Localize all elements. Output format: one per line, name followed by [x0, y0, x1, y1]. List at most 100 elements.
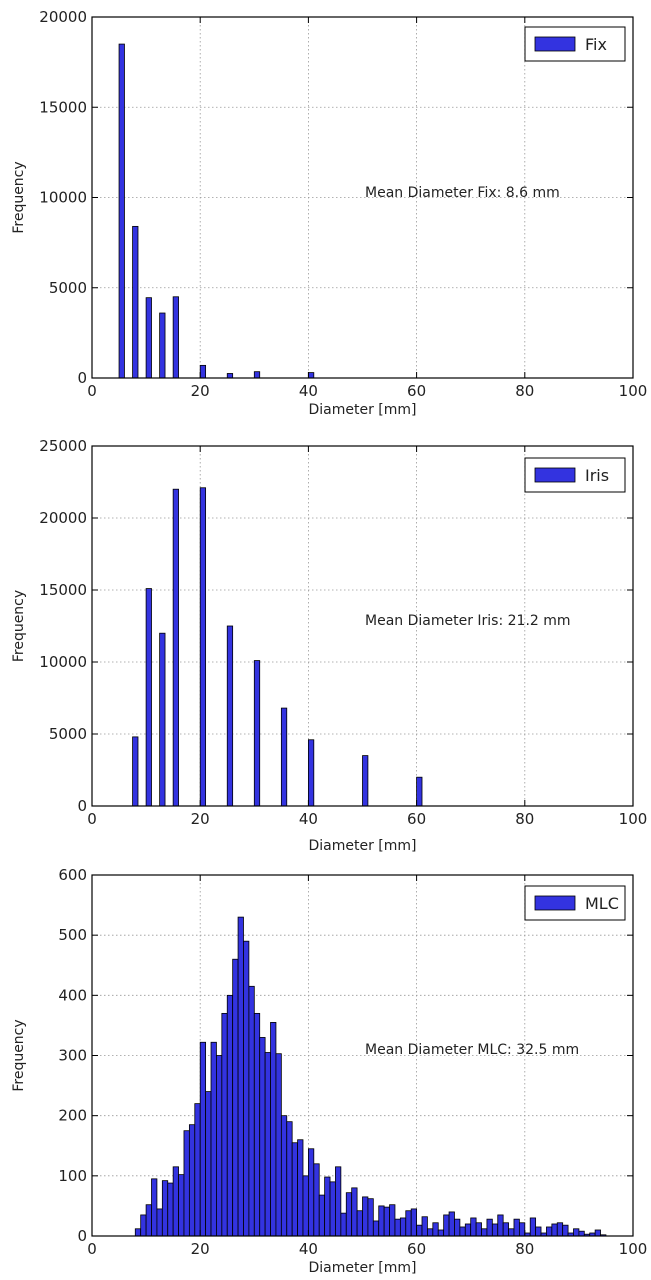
- bar: [194, 1103, 201, 1237]
- y-tick-label: 15000: [39, 98, 87, 116]
- bar: [226, 994, 234, 1237]
- bar: [475, 1222, 482, 1237]
- bar: [307, 739, 315, 807]
- bar: [497, 1214, 504, 1237]
- mean-diameter-annotation: Mean Diameter Fix: 8.6 mm: [365, 185, 560, 201]
- x-tick-label: 20: [191, 1240, 210, 1258]
- bar: [167, 1182, 174, 1237]
- x-axis-label: Diameter [mm]: [308, 402, 416, 418]
- x-tick-label: 0: [87, 1240, 97, 1258]
- x-tick-label: 80: [515, 382, 534, 400]
- x-tick-label: 80: [515, 810, 534, 828]
- bar: [237, 916, 244, 1237]
- bar: [199, 364, 207, 379]
- bar: [253, 371, 261, 379]
- legend-label: Fix: [585, 35, 607, 54]
- bar: [513, 1218, 520, 1237]
- bar: [470, 1217, 477, 1237]
- bar: [297, 1139, 304, 1237]
- bar: [416, 776, 423, 807]
- bar: [459, 1226, 466, 1237]
- bar: [410, 1208, 418, 1237]
- x-tick-label: 100: [619, 1240, 648, 1258]
- bar: [159, 312, 166, 379]
- bar: [159, 632, 166, 807]
- bar: [345, 1192, 353, 1237]
- bar: [307, 1148, 315, 1237]
- bar: [329, 1181, 336, 1237]
- bar: [248, 985, 255, 1237]
- bar: [132, 225, 139, 379]
- bar: [502, 1222, 509, 1237]
- x-tick-label: 0: [87, 382, 97, 400]
- bar: [454, 1218, 461, 1237]
- bar: [518, 1222, 526, 1237]
- plot-frame: [91, 445, 634, 807]
- bar: [362, 755, 369, 807]
- bar: [259, 1037, 266, 1237]
- x-tick-label: 100: [619, 810, 648, 828]
- bar: [286, 1121, 293, 1237]
- bar: [221, 1012, 228, 1237]
- bar: [161, 1180, 169, 1237]
- bar: [188, 1124, 196, 1237]
- bar: [340, 1212, 347, 1237]
- bar: [140, 1214, 147, 1237]
- bar: [302, 1175, 309, 1237]
- bar: [199, 1041, 207, 1237]
- bar: [432, 1222, 439, 1237]
- bar: [367, 1198, 374, 1237]
- bar: [132, 736, 139, 807]
- bar: [145, 588, 152, 807]
- bar: [280, 707, 288, 807]
- bar: [443, 1214, 450, 1237]
- y-tick-label: 20000: [39, 8, 87, 26]
- bar: [243, 940, 250, 1237]
- bar: [551, 1223, 558, 1237]
- x-tick-label: 20: [191, 382, 210, 400]
- bar: [356, 1210, 363, 1237]
- x-tick-label: 80: [515, 1240, 534, 1258]
- bar: [562, 1224, 569, 1237]
- bar: [351, 1187, 358, 1237]
- y-tick-label: 5000: [49, 725, 87, 743]
- y-tick-label: 20000: [39, 509, 87, 527]
- bar: [399, 1217, 407, 1237]
- bar: [437, 1229, 445, 1237]
- legend-swatch: [534, 467, 576, 483]
- bar: [172, 488, 179, 807]
- chart-2: 0 20 40 60 80 100 0 5000 10000 15000 20000 25000 Dia…: [11, 437, 647, 854]
- y-tick-label: 200: [58, 1107, 87, 1125]
- legend-swatch: [534, 895, 576, 911]
- x-tick-label: 0: [87, 810, 97, 828]
- bar: [491, 1223, 499, 1237]
- bar: [383, 1206, 390, 1237]
- bar: [405, 1210, 412, 1237]
- x-axis-label: Diameter [mm]: [308, 838, 416, 854]
- bar: [199, 487, 207, 807]
- bar: [226, 373, 234, 379]
- y-tick-label: 100: [58, 1167, 87, 1185]
- bar: [546, 1226, 553, 1237]
- y-tick-label: 300: [58, 1047, 87, 1065]
- chart-1: 0 20 40 60 80 100 0 5000 10000 15000 20000 Diameter…: [11, 8, 647, 418]
- bar: [275, 1053, 282, 1237]
- y-tick-label: 0: [77, 797, 87, 815]
- bar: [464, 1223, 472, 1237]
- bar: [205, 1091, 212, 1237]
- bar: [421, 1216, 428, 1237]
- y-axis-label: Frequency: [11, 1019, 27, 1091]
- bar: [378, 1205, 385, 1237]
- bar: [313, 1163, 320, 1237]
- bar: [307, 372, 315, 379]
- legend-label: Iris: [585, 466, 609, 485]
- y-tick-label: 25000: [39, 437, 87, 455]
- bar: [145, 297, 152, 379]
- bar: [486, 1218, 493, 1237]
- y-tick-label: 10000: [39, 189, 87, 207]
- bar: [172, 1166, 179, 1237]
- x-tick-label: 40: [299, 382, 318, 400]
- y-tick-label: 400: [58, 986, 87, 1004]
- bar: [389, 1204, 396, 1237]
